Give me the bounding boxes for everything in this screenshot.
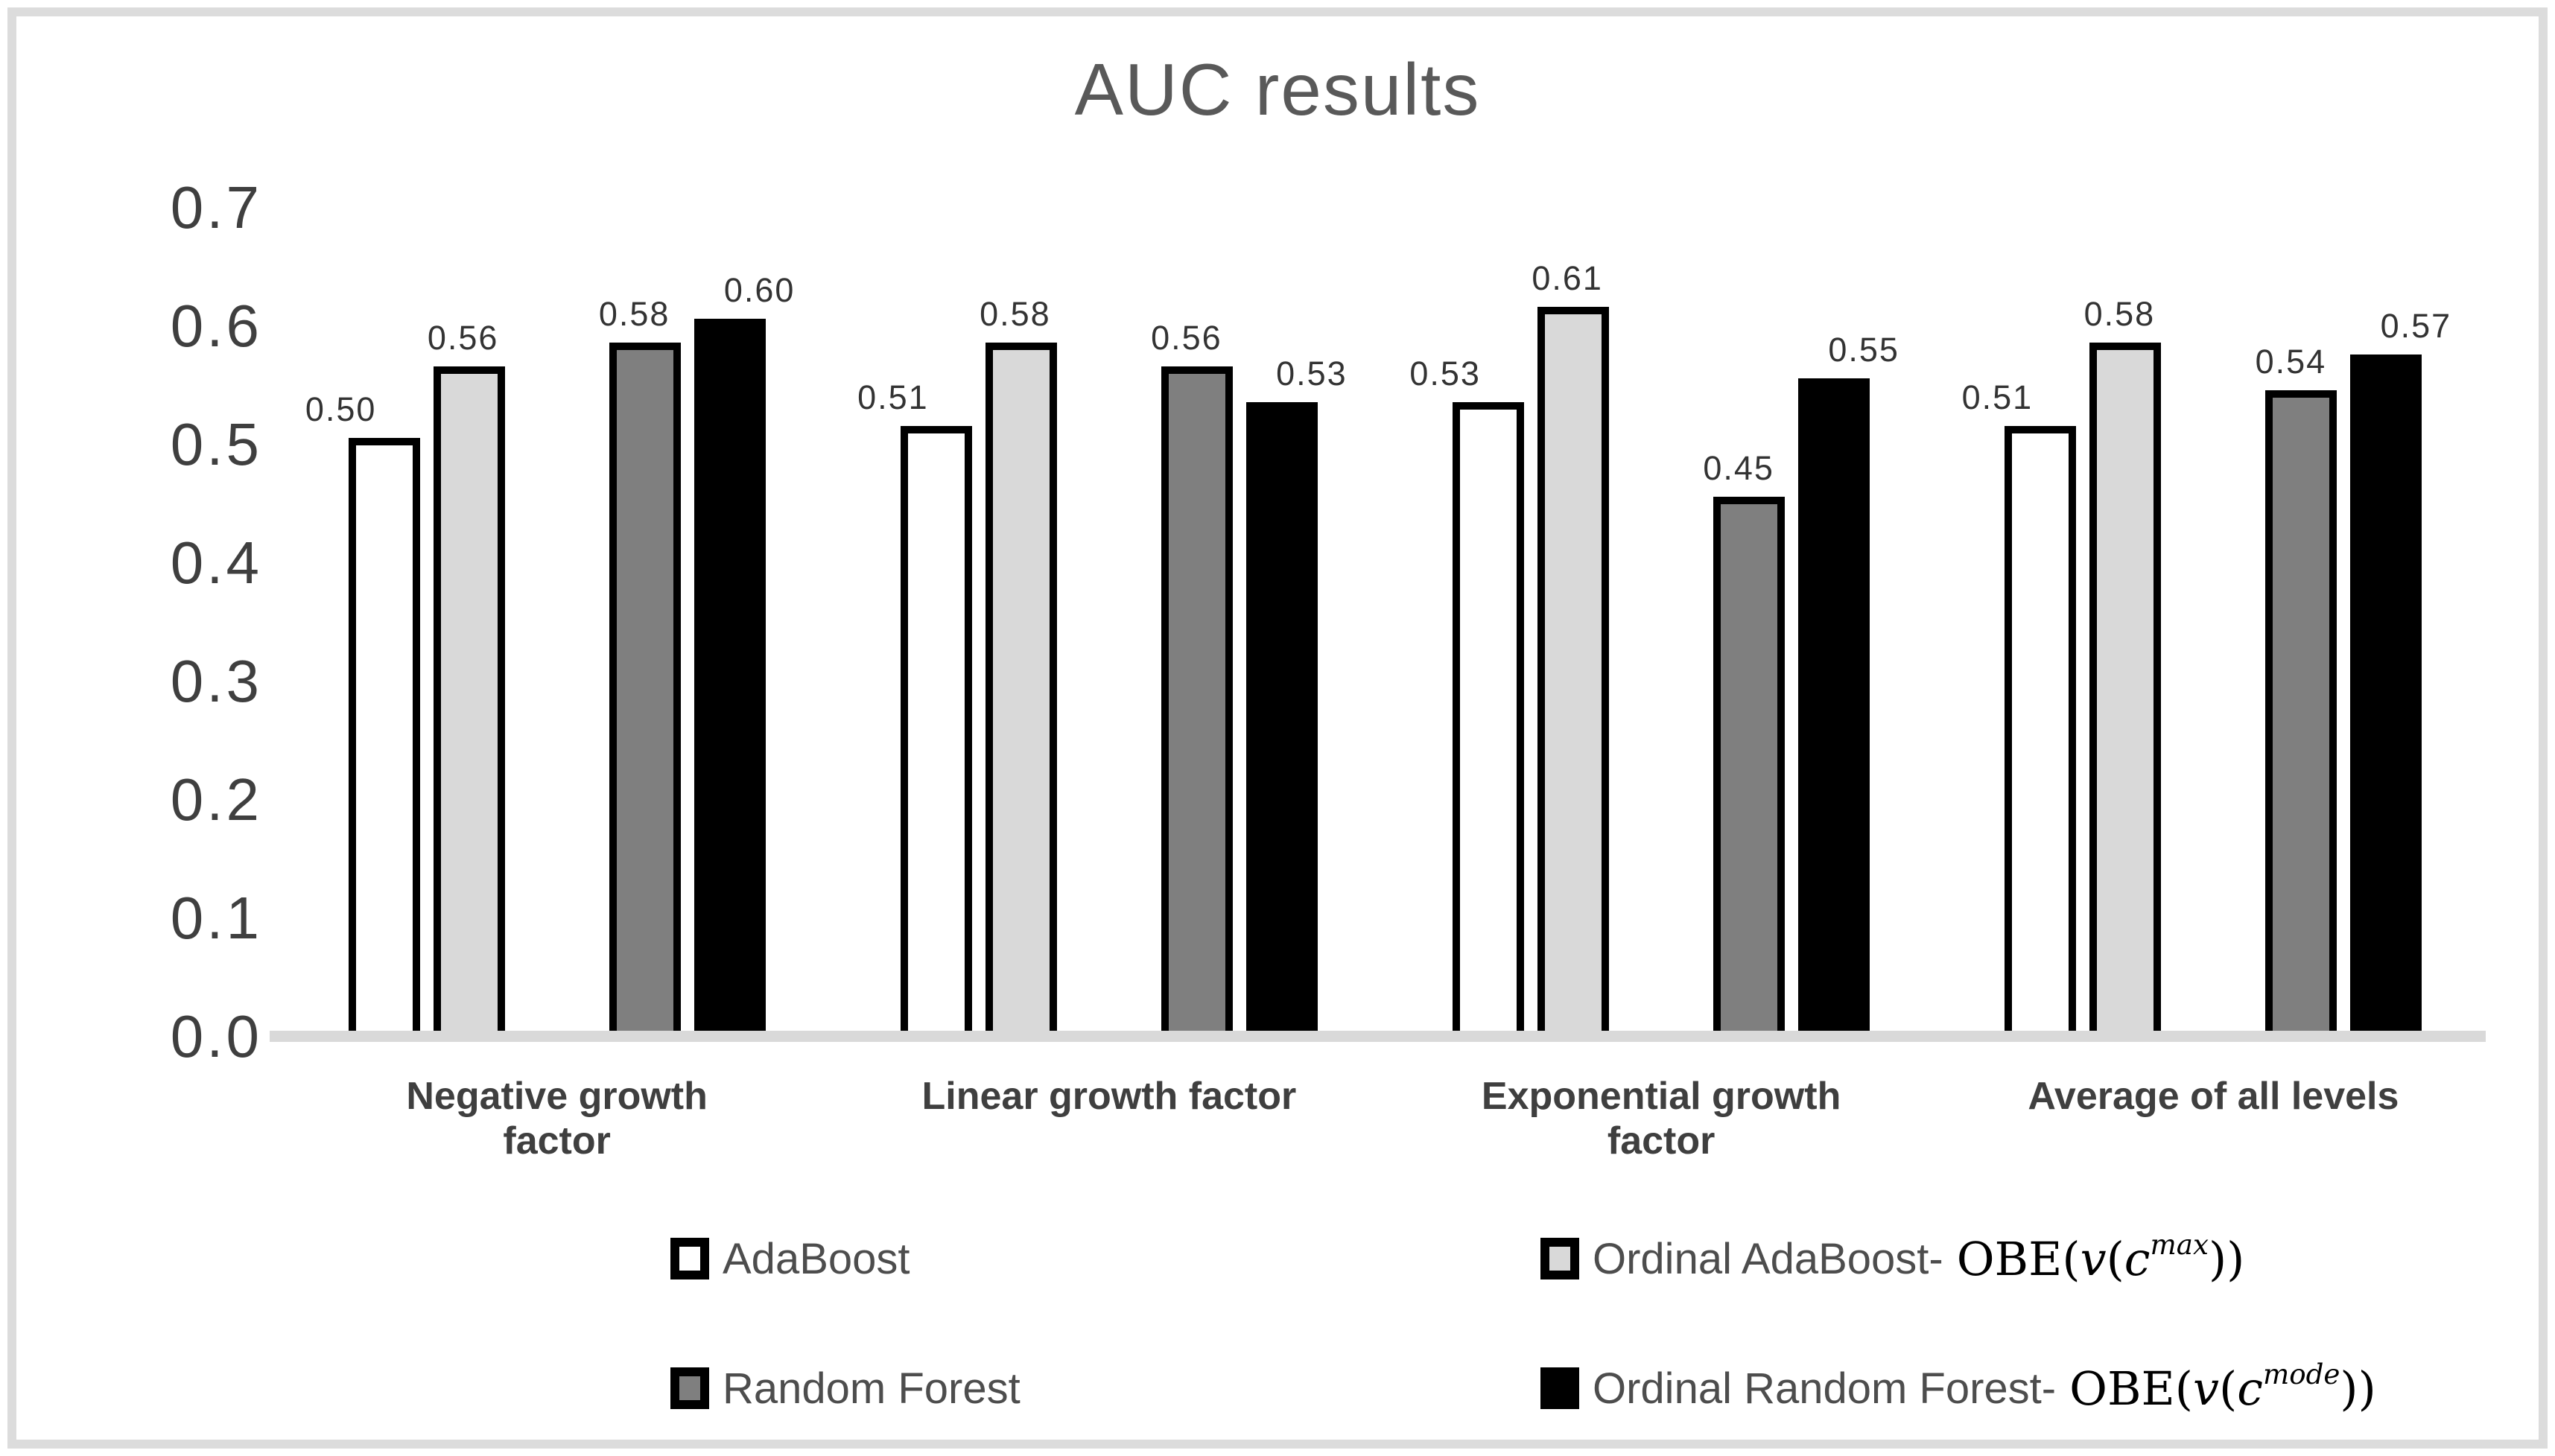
legend-swatch-icon [670,1367,709,1409]
category-label: Average of all levels [2028,1075,2399,1118]
bar-value-label: 0.54 [2255,343,2327,381]
bar-group: 0.51 0.58 0.54 0.57 [1962,200,2450,1031]
legend-label: Ordinal Random Forest- [1593,1364,2057,1413]
legend: AdaBoost Ordinal AdaBoost- OBE(v(cmax)) Ran… [16,16,2539,1440]
legend-swatch-icon [1540,1238,1579,1279]
legend-swatch-icon [670,1238,709,1279]
x-axis-line [270,1031,2486,1042]
y-tick-label: 0.5 [170,411,262,477]
legend-item: Random Forest [670,1358,1021,1418]
legend-label: AdaBoost [723,1234,910,1283]
y-tick-label: 0.0 [170,1003,262,1069]
bar-ordinal-4: 0.57 [2350,307,2450,1031]
bar-value-label: 0.55 [1828,331,1899,369]
bar-ordinal-1: 0.56 [428,319,505,1031]
bar-value-label: 0.60 [723,271,796,309]
bar-group: 0.51 0.58 0.56 0.53 [857,200,1346,1031]
bar-value-label: 0.58 [598,295,670,333]
legend-item: Ordinal AdaBoost- OBE(v(cmax)) [1540,1228,2245,1288]
bar-adaboost-1: 0.50 [305,390,420,1031]
bar-adaboost-4: 0.51 [1962,378,2077,1031]
bar-ordinal-1: 0.60 [694,271,793,1031]
legend-label: Random Forest [723,1364,1021,1413]
legend-formula: OBE(v(cmode)) [2069,1358,2376,1416]
bar-value-label: 0.50 [305,390,377,428]
y-tick-label: 0.3 [170,648,262,714]
bar-value-label: 0.51 [857,378,929,416]
bar-group: 0.53 0.61 0.45 0.55 [1409,200,1898,1031]
figure-frame: AUC results 0.7 0.6 0.5 0.4 0.3 0.2 0.1 0.0 0.5… [7,7,2548,1449]
bar-value-label: 0.57 [2380,307,2452,345]
bar-ordinal-3: 0.61 [1532,259,1610,1031]
y-tick-label: 0.1 [170,885,262,951]
bar-value-label: 0.58 [2083,295,2156,333]
bar-adaboost-2: 0.51 [857,378,972,1031]
bar-random-3: 0.45 [1703,449,1786,1031]
chart-title: AUC results [1074,48,1481,130]
y-axis: 0.7 0.6 0.5 0.4 0.3 0.2 0.1 0.0 [16,16,262,1440]
y-tick-label: 0.4 [170,530,262,596]
legend-label: Ordinal AdaBoost- [1593,1234,1943,1283]
bar-random-2: 0.56 [1151,319,1233,1031]
category-label: Linear growth factor [921,1075,1297,1118]
x-axis-category-labels: Negative growth factor Linear growth fact… [281,1074,2489,1163]
y-tick-label: 0.7 [170,174,262,241]
bar-ordinal-2: 0.53 [1245,355,1346,1031]
bar-group: 0.50 0.56 0.58 0.60 [305,200,793,1031]
bar-value-label: 0.56 [1151,319,1222,357]
legend-formula: OBE(v(cmax)) [1956,1228,2245,1286]
bar-adaboost-3: 0.53 [1409,355,1525,1031]
bar-value-label: 0.53 [1409,355,1481,392]
bar-value-label: 0.51 [1961,378,2034,416]
bar-value-label: 0.45 [1703,449,1774,487]
category-label: Negative growth factor [406,1075,708,1163]
bar-ordinal-4: 0.58 [2084,295,2162,1031]
legend-item: Ordinal Random Forest- OBE(v(cmode)) [1540,1358,2376,1418]
bar-random-4: 0.54 [2256,343,2337,1031]
bar-value-label: 0.58 [980,295,1051,333]
bar-ordinal-2: 0.58 [980,295,1057,1031]
bar-value-label: 0.61 [1532,259,1603,297]
y-tick-label: 0.6 [170,293,262,359]
plot-area: 0.50 0.56 0.58 0.60 0.51 0.58 0.56 0.53 0.53 0.61… [281,200,2489,1031]
legend-item: AdaBoost [670,1229,910,1288]
bar-random-1: 0.58 [599,295,681,1031]
bar-value-label: 0.53 [1276,355,1348,392]
bar-ordinal-3: 0.55 [1798,331,1898,1031]
y-tick-label: 0.2 [170,766,262,833]
legend-swatch-icon [1540,1367,1579,1409]
bar-value-label: 0.56 [427,319,499,357]
category-label: Exponential growth factor [1481,1075,1841,1163]
